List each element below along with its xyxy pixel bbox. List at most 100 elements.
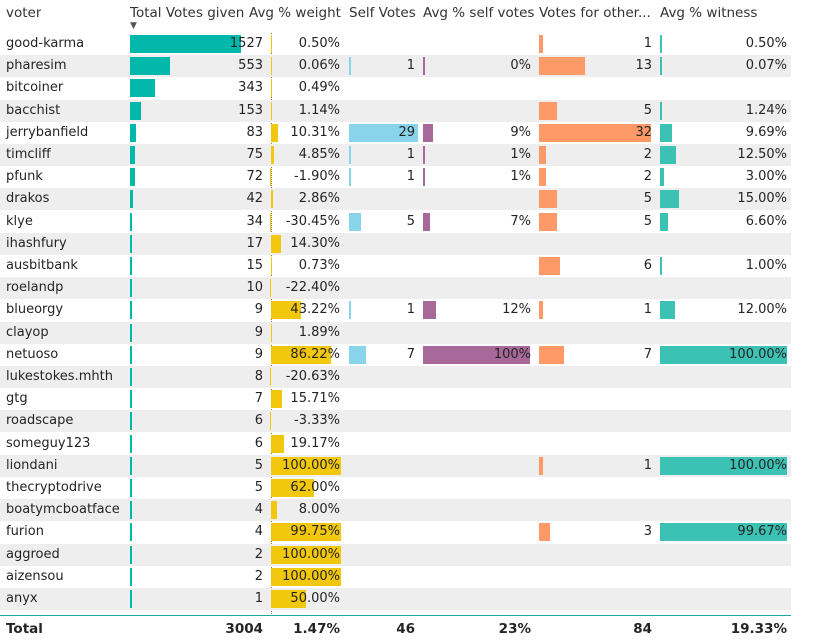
cell-avg-weight: -30.45% xyxy=(270,211,344,233)
cell-avg-witness: 9.69% xyxy=(660,122,791,144)
bar-total-votes xyxy=(130,323,132,342)
cell-self-votes xyxy=(349,410,419,432)
voter-name: bacchist xyxy=(6,102,61,118)
cell-votes-for-other: 13 xyxy=(539,55,656,77)
table-row[interactable]: drakos 42 2.86% 5 15.00% xyxy=(0,188,791,210)
bar-avg-weight xyxy=(271,35,272,53)
bar-votes-for-other xyxy=(539,257,560,275)
table-row[interactable]: ihashfury 17 14.30% xyxy=(0,233,791,255)
table-row[interactable]: anyx 1 50.00% xyxy=(0,588,791,610)
bar-votes-for-other xyxy=(539,212,557,231)
table-row[interactable]: lukestokes.mhth 8 -20.63% xyxy=(0,366,791,388)
cell-total-votes: 2 xyxy=(130,544,267,566)
value-avg-weight: 2.86% xyxy=(298,191,340,207)
cell-avg-self-votes xyxy=(423,188,535,210)
cell-voter: pfunk xyxy=(0,166,128,188)
cell-votes-for-other: 5 xyxy=(539,188,656,210)
cell-avg-self-votes xyxy=(423,255,535,277)
voter-name: drakos xyxy=(6,191,50,207)
table-row[interactable]: netuoso 9 86.22% 7 100% 7 100.00% xyxy=(0,344,791,366)
cell-total-votes: 15 xyxy=(130,255,267,277)
value-total-votes: 8 xyxy=(254,369,263,384)
cell-votes-for-other: 5 xyxy=(539,211,656,233)
table-row[interactable]: timcliff 75 4.85% 1 1% 2 12.50% xyxy=(0,144,791,166)
value-self-votes: 7 xyxy=(406,346,415,362)
value-votes-for-other: 5 xyxy=(643,102,652,118)
column-header-avg-self-votes[interactable]: Avg % self votes xyxy=(423,5,535,21)
cell-voter: bacchist xyxy=(0,100,128,122)
voter-name: jerrybanfield xyxy=(6,124,89,140)
value-total-votes: 5 xyxy=(254,480,263,495)
table-row[interactable]: klye 34 -30.45% 5 7% 5 6.60% xyxy=(0,211,791,233)
column-header-avg-weight[interactable]: Avg % weight xyxy=(249,5,341,21)
column-header-voter[interactable]: voter xyxy=(6,5,42,21)
table-row[interactable]: gtg 7 15.71% xyxy=(0,388,791,410)
value-avg-weight: 19.17% xyxy=(290,435,340,451)
value-avg-self-votes: 0% xyxy=(510,58,531,74)
cell-voter: clayop xyxy=(0,322,128,344)
cell-votes-for-other: 7 xyxy=(539,344,656,366)
cell-avg-weight: -1.90% xyxy=(270,166,344,188)
voter-name: gtg xyxy=(6,391,28,407)
value-avg-weight: 8.00% xyxy=(298,502,340,518)
value-avg-weight: 62.00% xyxy=(290,480,340,495)
column-header-self-votes[interactable]: Self Votes xyxy=(349,5,416,21)
cell-voter: netuoso xyxy=(0,344,128,366)
table-row[interactable]: ausbitbank 15 0.73% 6 1.00% xyxy=(0,255,791,277)
table-row[interactable]: roelandp 10 -22.40% xyxy=(0,277,791,299)
cell-self-votes xyxy=(349,433,419,455)
cell-avg-witness: 15.00% xyxy=(660,188,791,210)
cell-self-votes xyxy=(349,188,419,210)
value-avg-self-votes: 12% xyxy=(502,302,531,318)
value-total-votes: 9 xyxy=(254,324,263,340)
bar-total-votes xyxy=(130,456,132,475)
table-row[interactable]: bitcoiner 343 0.49% xyxy=(0,77,791,99)
row-stripe xyxy=(0,144,791,166)
table-row[interactable]: good-karma 1527 0.50% 1 0.50% xyxy=(0,33,791,55)
cell-voter: anyx xyxy=(0,588,128,610)
total-row: Total 3004 1.47% 46 23% 84 19.33% xyxy=(0,618,791,640)
table-row[interactable]: furion 4 99.75% 3 99.67% xyxy=(0,521,791,543)
table-row[interactable]: pharesim 553 0.06% 1 0% 13 0.07% xyxy=(0,55,791,77)
cell-avg-self-votes xyxy=(423,388,535,410)
cell-self-votes xyxy=(349,255,419,277)
table-row[interactable]: jerrybanfield 83 10.31% 29 9% 32 9.69% xyxy=(0,122,791,144)
cell-total-votes: 153 xyxy=(130,100,267,122)
table-row[interactable]: thecryptodrive 5 62.00% xyxy=(0,477,791,499)
bar-avg-witness xyxy=(660,123,673,142)
column-header-total-votes[interactable]: Total Votes given xyxy=(130,5,245,21)
bar-avg-weight xyxy=(271,345,332,364)
bar-total-votes xyxy=(130,101,142,120)
total-avg-weight: 1.47% xyxy=(293,621,340,638)
column-header-votes-for-other[interactable]: Votes for other... xyxy=(539,5,651,21)
table-row[interactable]: boatymcboatface 4 8.00% xyxy=(0,499,791,521)
table-row[interactable]: blueorgy 9 43.22% 1 12% 1 12.00% xyxy=(0,299,791,321)
cell-avg-self-votes xyxy=(423,433,535,455)
bar-total-votes xyxy=(130,257,132,275)
value-total-votes: 153 xyxy=(238,102,263,118)
table-row[interactable]: someguy123 6 19.17% xyxy=(0,433,791,455)
cell-avg-self-votes xyxy=(423,77,535,99)
value-avg-self-votes: 1% xyxy=(510,169,531,185)
cell-voter: good-karma xyxy=(0,33,128,55)
voter-name: netuoso xyxy=(6,346,59,362)
cell-avg-weight: 100.00% xyxy=(270,455,344,477)
table-row[interactable]: clayop 9 1.89% xyxy=(0,322,791,344)
table-row[interactable]: roadscape 6 -3.33% xyxy=(0,410,791,432)
total-votes-for-other: 84 xyxy=(633,621,652,638)
cell-total-votes: 34 xyxy=(130,211,267,233)
value-avg-weight: 0.73% xyxy=(298,258,340,273)
table-row[interactable]: pfunk 72 -1.90% 1 1% 2 3.00% xyxy=(0,166,791,188)
column-header-avg-witness[interactable]: Avg % witness xyxy=(660,5,758,21)
voter-name: furion xyxy=(6,524,44,540)
row-stripe xyxy=(0,55,791,78)
table-row[interactable]: aggroed 2 100.00% xyxy=(0,544,791,566)
cell-total-votes: 6 xyxy=(130,433,267,455)
voter-name: boatymcboatface xyxy=(6,502,120,518)
voter-name: klye xyxy=(6,213,33,229)
voter-name: aizensou xyxy=(6,568,64,584)
table-row[interactable]: bacchist 153 1.14% 5 1.24% xyxy=(0,100,791,122)
table-row[interactable]: aizensou 2 100.00% xyxy=(0,566,791,588)
value-avg-witness: 1.24% xyxy=(745,102,787,118)
table-row[interactable]: liondani 5 100.00% 1 100.00% xyxy=(0,455,791,477)
